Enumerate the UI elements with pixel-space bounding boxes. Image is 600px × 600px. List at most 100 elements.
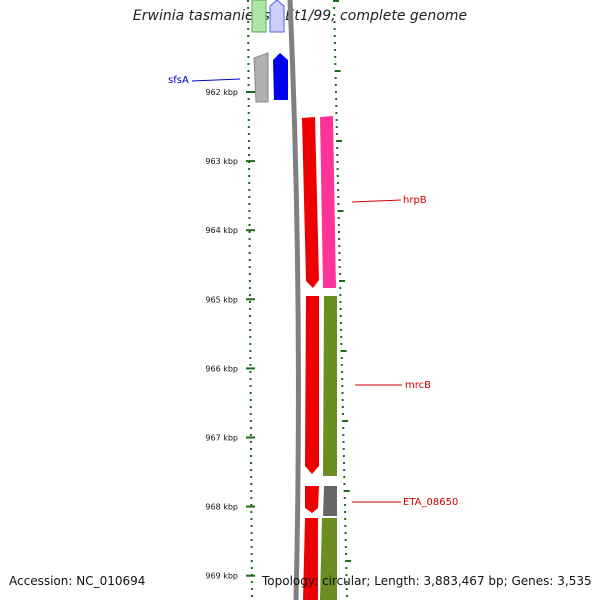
ruler-tick-label: 964 kbp [205, 226, 238, 235]
sfsA-callout-line [191, 78, 241, 82]
track-dot [248, 245, 251, 247]
track-dot [345, 581, 348, 583]
track-dot [337, 196, 340, 198]
track-dot [342, 420, 349, 422]
track-dot [336, 154, 339, 156]
track-dot [248, 175, 251, 177]
gene-label-ETA-08650: ETA_08650 [403, 497, 458, 508]
track-dot [342, 427, 345, 429]
track-dot [333, 0, 339, 2]
track-dot [249, 301, 252, 303]
track-dot [333, 21, 336, 23]
track-dot [341, 378, 344, 380]
genome-backbone [287, 0, 301, 600]
track-dot [248, 280, 251, 282]
track-dot [249, 364, 252, 366]
track-dot [338, 245, 341, 247]
ruler-tick-label: 968 kbp [205, 503, 238, 512]
track-dot [342, 455, 345, 457]
gene-label-sfsA: sfsA [168, 75, 189, 86]
track-dot [249, 343, 252, 345]
track-dot [333, 28, 336, 30]
track-dot [247, 84, 250, 86]
gene-top-green [251, 0, 267, 33]
track-dot [336, 147, 339, 149]
track-dot [248, 294, 251, 296]
track-dot [250, 581, 253, 583]
track-dot [247, 7, 250, 9]
track-dot [342, 448, 345, 450]
track-dot [333, 7, 336, 9]
ruler-tick-label: 962 kbp [205, 88, 238, 97]
track-dot [248, 168, 251, 170]
track-dot [334, 77, 337, 79]
gene-bottom-red [303, 518, 318, 600]
right-track-dots [333, 0, 352, 597]
gene-sfsA [273, 53, 288, 100]
track-dot [247, 70, 250, 72]
track-dot [247, 56, 250, 58]
track-dot [337, 224, 340, 226]
track-dot [247, 21, 250, 23]
track-dot [250, 588, 253, 590]
track-dot [335, 119, 338, 121]
track-dot [338, 238, 341, 240]
track-dot [338, 259, 341, 261]
track-dot [343, 490, 350, 492]
track-dot [249, 399, 252, 401]
track-dot [336, 161, 339, 163]
track-dot [248, 266, 251, 268]
track-dot [247, 140, 250, 142]
ruler-tick-label: 963 kbp [205, 157, 238, 166]
track-dot [247, 35, 250, 37]
track-dot [249, 448, 252, 450]
track-dot [249, 322, 252, 324]
track-dot [339, 308, 342, 310]
track-dot [249, 336, 252, 338]
track-dot [337, 203, 340, 205]
track-dot [250, 476, 253, 478]
gene-bottom-olive [320, 518, 337, 600]
track-dot [340, 336, 343, 338]
track-dot [338, 252, 341, 254]
left-track-dots [247, 0, 253, 597]
track-dot [250, 595, 253, 597]
track-dot [340, 329, 343, 331]
track-dot [249, 427, 252, 429]
track-dot [249, 406, 252, 408]
track-dot [247, 0, 249, 2]
track-dot [247, 119, 250, 121]
track-dot [341, 392, 344, 394]
track-dot [249, 357, 252, 359]
track-dot [341, 371, 344, 373]
track-dot [343, 469, 346, 471]
track-dot [345, 574, 348, 576]
ruler-tick-label: 965 kbp [205, 295, 238, 304]
track-dot [339, 287, 342, 289]
track-dot [335, 126, 338, 128]
track-dot [344, 511, 347, 513]
track-dot [248, 259, 251, 261]
track-dot [249, 385, 252, 387]
genome-stats-text: Topology: circular; Length: 3,883,467 bp… [262, 574, 592, 588]
track-dot [339, 301, 342, 303]
track-dot [248, 238, 251, 240]
track-dot [249, 350, 252, 352]
track-dot [249, 413, 252, 415]
track-dot [247, 98, 250, 100]
track-dot [339, 322, 342, 324]
track-dot [249, 371, 252, 373]
track-dot [250, 483, 253, 485]
track-dot [250, 497, 253, 499]
hrpB-callout-line [351, 199, 402, 203]
track-dot [249, 329, 252, 331]
track-dot [344, 539, 347, 541]
track-dot [335, 112, 338, 114]
track-dot [248, 182, 251, 184]
map-title: Erwinia tasmaniensis Et1/99, complete ge… [132, 8, 468, 24]
track-dot [334, 56, 337, 58]
track-dot [248, 196, 251, 198]
track-dot [250, 546, 253, 548]
track-dot [249, 308, 252, 310]
